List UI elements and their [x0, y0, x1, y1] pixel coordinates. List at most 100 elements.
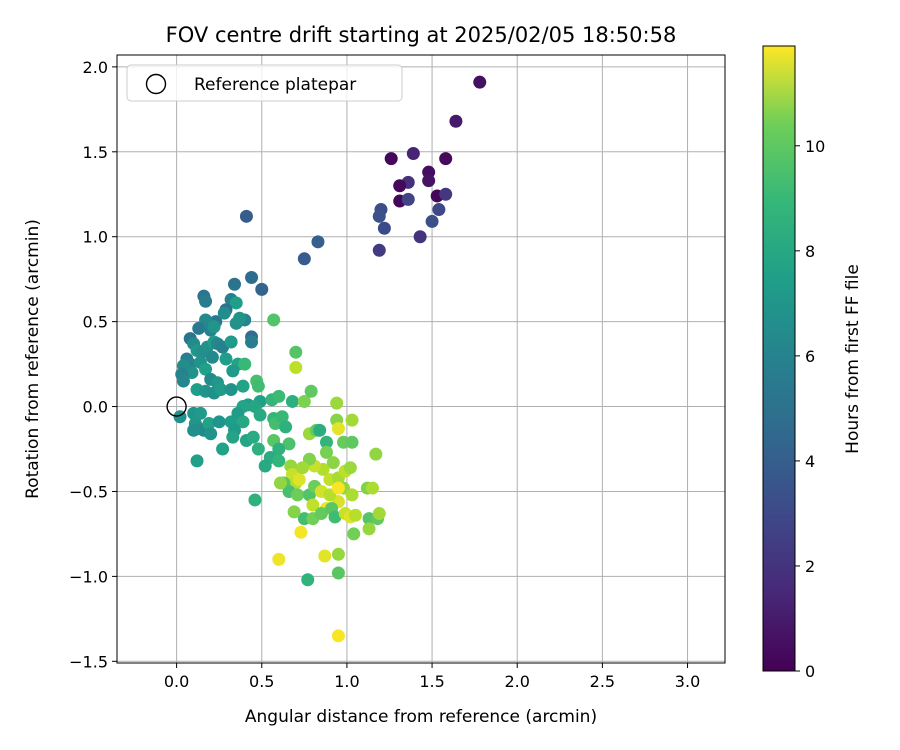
reference-platepar-marker: [166, 396, 187, 417]
data-point: [253, 408, 267, 422]
y-axis-ticks: −1.5 −1.0 −0.5 0.0 0.5 1.0 1.5 2.0: [69, 58, 117, 671]
chart-title: FOV centre drift starting at 2025/02/05 …: [166, 23, 677, 47]
data-point: [345, 435, 359, 449]
data-point: [289, 345, 303, 359]
data-point: [473, 75, 487, 89]
data-point: [287, 505, 301, 519]
data-point: [406, 147, 420, 161]
x-tick-label: 1.0: [334, 672, 359, 691]
data-point: [258, 459, 272, 473]
data-point: [190, 454, 204, 468]
data-point: [425, 214, 439, 228]
data-point: [192, 321, 206, 335]
data-point: [297, 394, 311, 408]
data-point: [345, 413, 359, 427]
data-point: [401, 192, 415, 206]
data-point: [285, 394, 299, 408]
data-point: [297, 252, 311, 266]
colorbar-tick-label: 0: [805, 662, 815, 681]
data-point: [214, 383, 228, 397]
data-point: [331, 547, 345, 561]
colorbar: 0 2 4 6 8 10 Hours from first FF file: [762, 45, 863, 681]
data-point: [393, 179, 407, 193]
data-point: [291, 488, 305, 502]
data-point: [319, 445, 333, 459]
data-point: [272, 552, 286, 566]
data-point: [318, 549, 332, 563]
y-tick-label: 1.5: [83, 143, 108, 162]
data-point: [331, 422, 345, 436]
data-point: [216, 442, 230, 456]
data-point: [224, 383, 238, 397]
data-point: [205, 350, 219, 364]
legend: Reference platepar: [126, 64, 403, 102]
data-point: [229, 296, 243, 310]
data-point: [226, 430, 240, 444]
data-point: [304, 384, 318, 398]
data-point: [228, 277, 242, 291]
colorbar-tick-label: 4: [805, 452, 815, 471]
data-point: [255, 282, 269, 296]
data-point: [193, 406, 207, 420]
y-tick-label: 0.5: [83, 313, 108, 332]
data-point: [207, 320, 221, 334]
legend-reference-marker: [145, 73, 167, 95]
y-tick-label: −0.5: [69, 482, 108, 501]
data-point: [236, 379, 250, 393]
data-point: [362, 522, 376, 536]
colorbar-gradient: [762, 45, 796, 672]
data-point: [296, 461, 310, 475]
y-tick-label: 0.0: [83, 398, 108, 417]
data-point: [248, 493, 262, 507]
data-point: [301, 573, 315, 587]
plot-frame: [116, 54, 726, 664]
data-point: [289, 360, 303, 374]
data-point: [306, 498, 320, 512]
data-point: [294, 525, 308, 539]
data-point: [272, 454, 286, 468]
data-point: [226, 364, 240, 378]
legend-box: [126, 64, 403, 102]
colorbar-tick-label: 2: [805, 557, 815, 576]
data-point: [439, 152, 453, 166]
x-tick-label: 0.5: [249, 672, 274, 691]
data-point: [187, 423, 201, 437]
data-point: [204, 427, 218, 441]
colorbar-tick-label: 10: [805, 137, 825, 156]
data-point: [449, 114, 463, 128]
data-point: [233, 311, 247, 325]
data-point: [314, 507, 328, 521]
data-point: [224, 335, 238, 349]
data-point: [212, 415, 226, 429]
data-point: [236, 415, 250, 429]
x-tick-label: 2.0: [504, 672, 529, 691]
x-tick-label: 1.5: [419, 672, 444, 691]
data-point: [239, 209, 253, 223]
x-tick-label: 2.5: [590, 672, 615, 691]
colorbar-tick-label: 6: [805, 347, 815, 366]
data-point: [219, 352, 233, 366]
data-point: [422, 174, 436, 188]
y-tick-label: 2.0: [83, 58, 108, 77]
data-point: [176, 374, 190, 388]
data-point: [331, 566, 345, 580]
data-point: [245, 335, 259, 349]
data-point: [279, 420, 293, 434]
x-axis-label: Angular distance from reference (arcmin): [245, 707, 597, 727]
colorbar-ticks: 0 2 4 6 8 10: [795, 137, 825, 681]
data-point: [199, 362, 213, 376]
colorbar-label: Hours from first FF file: [843, 264, 863, 454]
legend-label: Reference platepar: [194, 75, 356, 95]
x-tick-label: 0.0: [164, 672, 189, 691]
data-point: [319, 435, 333, 449]
x-tick-label: 3.0: [675, 672, 700, 691]
data-point: [199, 294, 213, 308]
data-point: [275, 410, 289, 424]
y-axis-label: Rotation from reference (arcmin): [23, 219, 43, 499]
data-point: [343, 461, 357, 475]
data-point: [347, 527, 361, 541]
data-point: [313, 423, 327, 437]
data-point: [384, 152, 398, 166]
data-point: [272, 442, 286, 456]
